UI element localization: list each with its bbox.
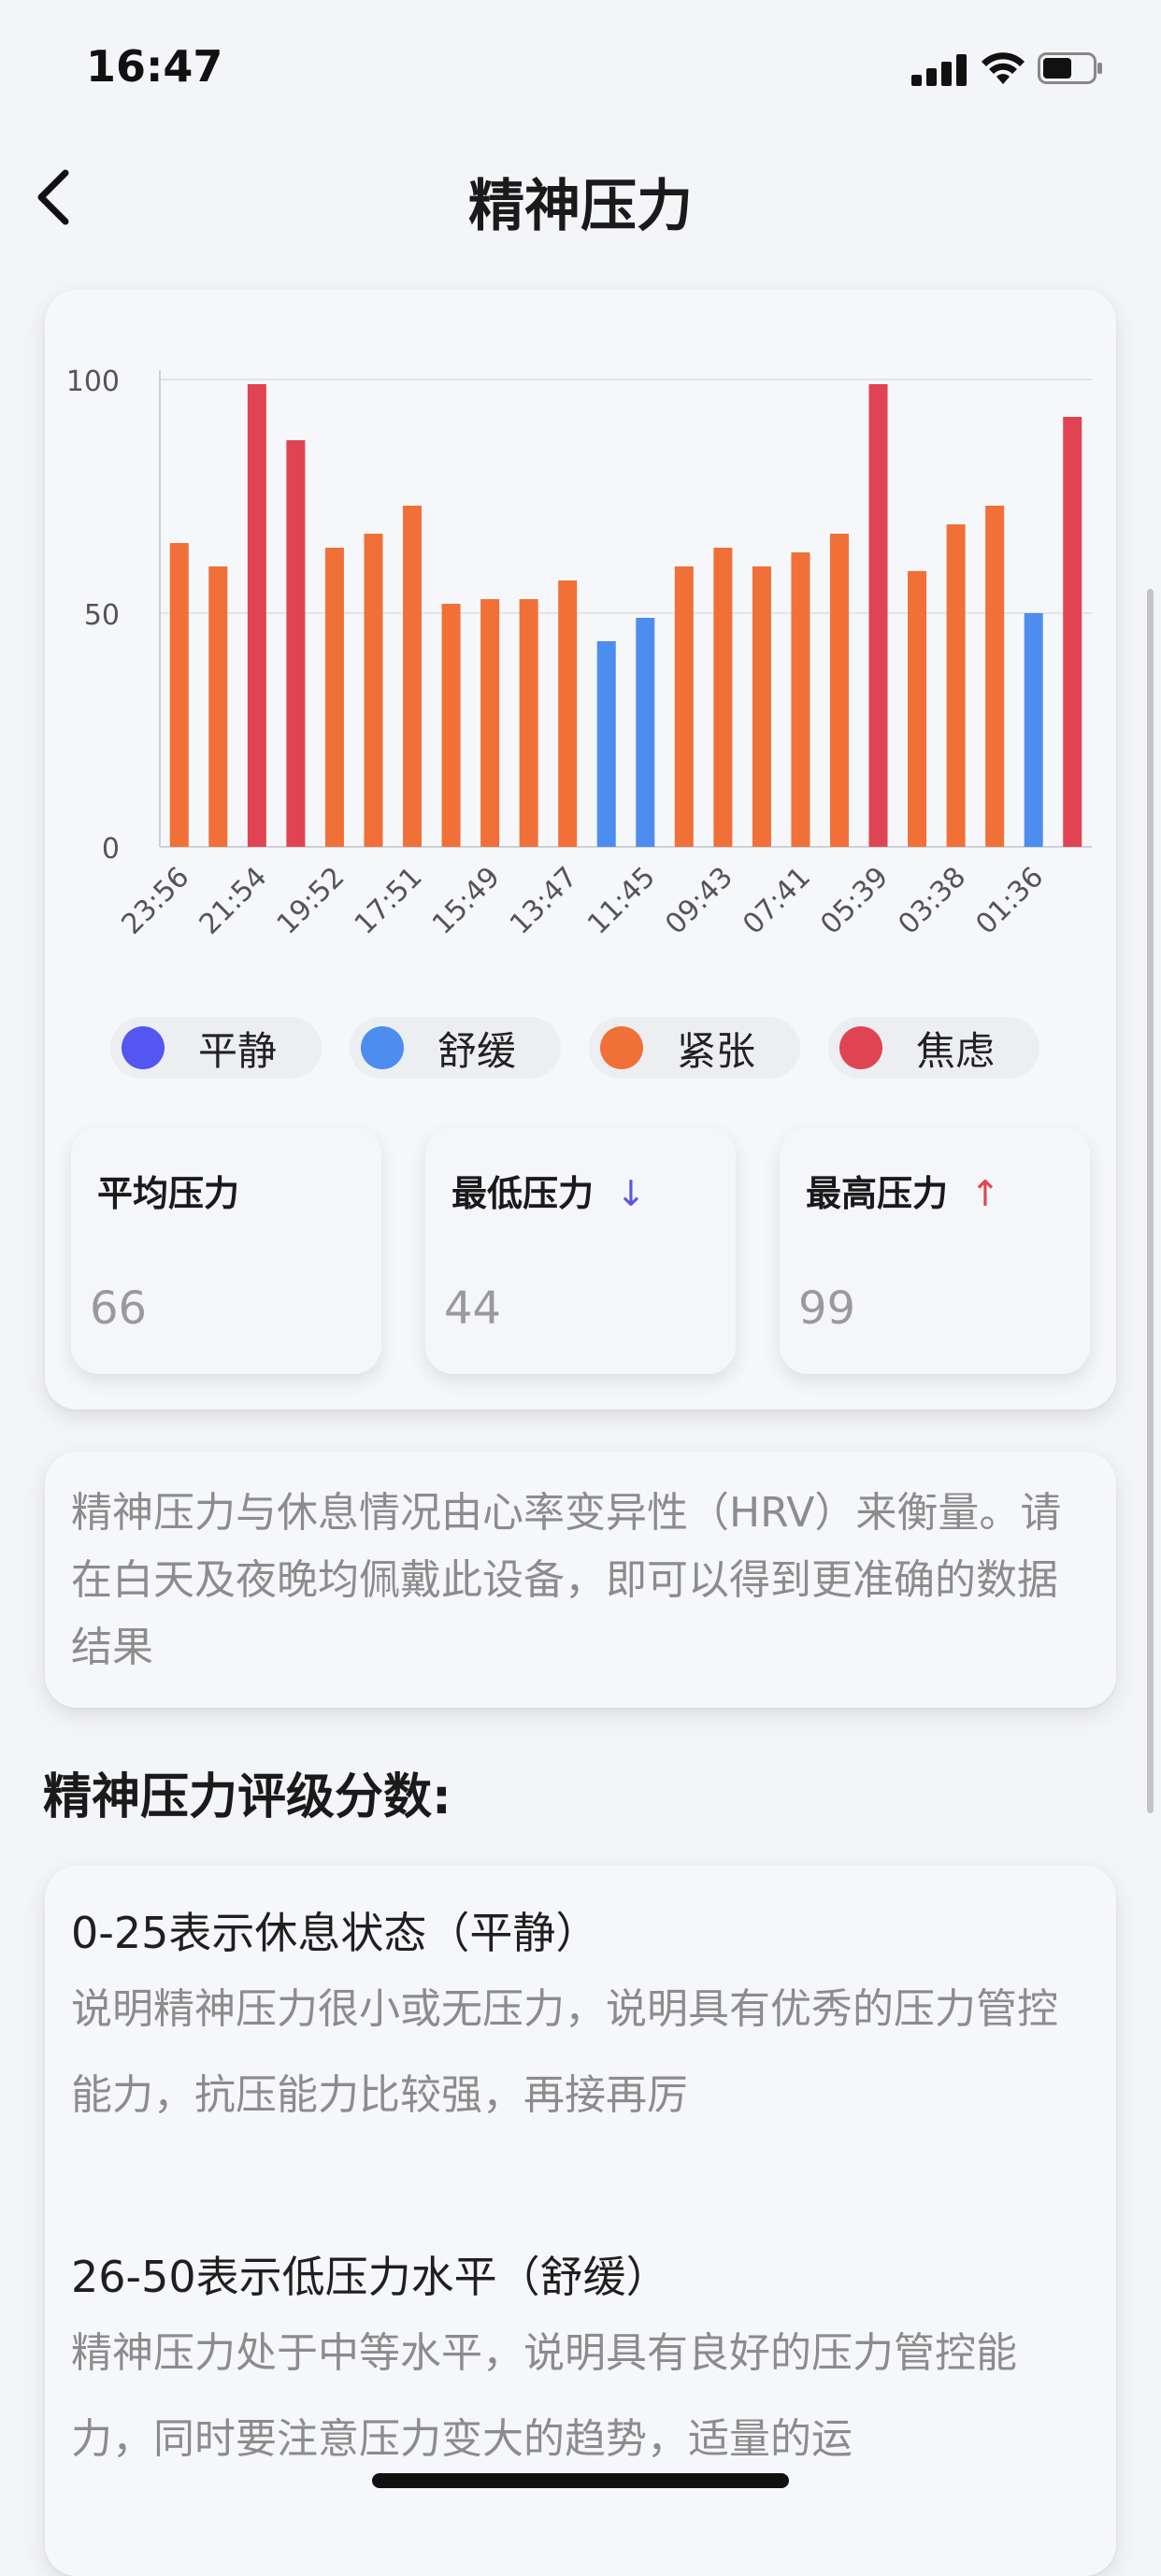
x-tick-label: 13:47 — [504, 861, 584, 941]
rating-description: 精神压力处于中等水平，说明具有良好的压力管控能力，同时要注意压力变大的趋势，适量… — [71, 2329, 1017, 2463]
chart-bar — [636, 618, 655, 847]
legend-item-tense[interactable]: 紧张 — [589, 1017, 800, 1079]
chart-bar — [480, 599, 500, 847]
legend-label: 舒缓 — [437, 1027, 517, 1074]
status-bar: 16:47 — [0, 0, 1161, 140]
x-tick-label: 07:41 — [737, 861, 817, 941]
scrollbar[interactable] — [1147, 589, 1154, 1813]
chart-bar — [908, 571, 927, 847]
legend-item-calm[interactable]: 平静 — [110, 1017, 322, 1079]
x-tick-label: 21:54 — [194, 861, 274, 941]
average-stress-label: 平均压力 — [97, 1173, 240, 1214]
x-tick-label: 23:56 — [116, 861, 196, 941]
legend-swatch — [839, 1026, 882, 1069]
maximum-stress-label-row: 最高压力 ↑ — [806, 1165, 1000, 1216]
legend-swatch — [600, 1026, 643, 1069]
arrow-down-icon: ↓ — [616, 1173, 646, 1214]
chart-bar — [519, 599, 538, 847]
chart-bar — [1024, 613, 1043, 847]
average-stress-box: 平均压力 66 — [71, 1127, 381, 1374]
y-tick-label: 50 — [84, 599, 120, 632]
average-stress-value: 66 — [90, 1282, 148, 1335]
stress-chart-card: 0 50 100 23:56 21:54 19:52 17:51 15:49 13:47 11:4… — [45, 290, 1116, 1410]
battery-icon — [1038, 52, 1103, 84]
chart-bar — [868, 384, 888, 847]
chart-bar — [364, 534, 383, 847]
stress-bar-chart[interactable]: 0 50 100 23:5621:5419:5217:5115:4913:4711:4… — [45, 290, 1116, 1000]
x-tick-label: 17:51 — [349, 861, 429, 941]
rating-description: 说明精神压力很小或无压力，说明具有优秀的压力管控能力，抗压能力比较强，再接再厉 — [71, 1985, 1058, 2119]
x-tick-label: 19:52 — [271, 861, 351, 941]
x-tick-label: 15:49 — [426, 861, 507, 941]
chart-bar — [829, 534, 849, 847]
chart-bar — [946, 524, 966, 847]
chart-bar — [674, 566, 694, 847]
legend-swatch — [361, 1026, 404, 1069]
x-tick-label: 11:45 — [581, 861, 662, 941]
minimum-stress-label-row: 最低压力 ↓ — [452, 1165, 646, 1216]
chart-bar — [247, 384, 266, 847]
maximum-stress-box: 最高压力 ↑ 99 — [780, 1127, 1090, 1374]
description-text: 精神压力与休息情况由心率变异性（HRV）来衡量。请在白天及夜晚均佩戴此设备，即可… — [71, 1489, 1062, 1671]
chart-bar — [324, 548, 344, 847]
description-card: 精神压力与休息情况由心率变异性（HRV）来衡量。请在白天及夜晚均佩戴此设备，即可… — [45, 1452, 1116, 1708]
wifi-icon — [980, 50, 1026, 86]
x-tick-label: 01:36 — [969, 861, 1050, 941]
chart-bar — [596, 641, 616, 847]
chart-bar — [441, 604, 461, 847]
chart-bar — [752, 566, 771, 847]
x-tick-label: 03:38 — [892, 861, 972, 941]
minimum-stress-box: 最低压力 ↓ 44 — [425, 1127, 736, 1374]
chart-legend: 平静 舒缓 紧张 焦虑 — [110, 1017, 1101, 1082]
minimum-stress-value: 44 — [444, 1282, 502, 1335]
home-indicator[interactable] — [372, 2473, 789, 2488]
legend-label: 紧张 — [677, 1027, 756, 1074]
x-tick-label: 09:43 — [659, 861, 739, 941]
rating-section-title: 精神压力评级分数: — [43, 1769, 452, 1825]
rating-card: 0-25表示休息状态（平静） 说明精神压力很小或无压力，说明具有优秀的压力管控能… — [45, 1866, 1116, 2576]
status-time: 16:47 — [86, 41, 223, 92]
cellular-signal-icon — [911, 54, 969, 86]
chart-bar — [558, 580, 578, 847]
legend-item-relaxed[interactable]: 舒缓 — [350, 1017, 561, 1079]
rating-heading: 26-50表示低压力水平（舒缓） — [71, 2252, 669, 2302]
legend-item-anxious[interactable]: 焦虑 — [828, 1017, 1039, 1079]
legend-swatch — [122, 1026, 165, 1069]
page-title: 精神压力 — [468, 174, 693, 239]
legend-label: 平静 — [198, 1027, 278, 1074]
rating-heading: 0-25表示休息状态（平静） — [71, 1908, 599, 1958]
back-arrow-icon[interactable] — [28, 164, 84, 229]
x-tick-label: 05:39 — [814, 861, 895, 941]
y-tick-label: 100 — [66, 365, 120, 398]
arrow-up-icon: ↑ — [970, 1173, 1000, 1214]
y-tick-label: 0 — [102, 833, 120, 866]
chart-bar — [985, 506, 1005, 847]
minimum-stress-label: 最低压力 — [452, 1173, 595, 1214]
chart-bar — [208, 566, 228, 847]
maximum-stress-value: 99 — [798, 1282, 856, 1335]
legend-label: 焦虑 — [916, 1027, 996, 1074]
maximum-stress-label: 最高压力 — [806, 1173, 949, 1214]
chart-bar — [169, 543, 189, 847]
chart-bar — [286, 440, 306, 847]
navigation-bar: 精神压力 — [0, 140, 1161, 262]
chart-bar — [1063, 417, 1082, 847]
chart-bar — [713, 548, 733, 847]
chart-bar — [791, 552, 810, 847]
chart-bar — [403, 506, 423, 847]
